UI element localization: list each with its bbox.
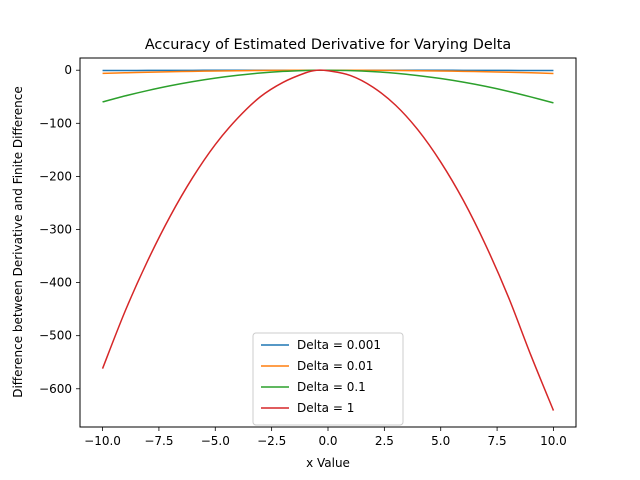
y-tick-label: −100 [39,116,72,130]
y-tick-label: −600 [39,382,72,396]
x-tick-label: 5.0 [431,434,450,448]
y-tick-label: −400 [39,276,72,290]
chart-title: Accuracy of Estimated Derivative for Var… [145,37,511,53]
x-tick-label: 7.5 [488,434,507,448]
y-tick-label: −200 [39,169,72,183]
x-axis-ticks: −10.0 −7.5 −5.0 −2.5 0.0 2.5 5.0 7.5 10.0 [84,427,567,448]
x-tick-label: −5.0 [201,434,230,448]
x-tick-label: 0.0 [318,434,337,448]
x-tick-label: −10.0 [84,434,121,448]
legend-label-2: Delta = 0.01 [297,359,373,373]
y-tick-label: 0 [64,63,72,77]
y-tick-label: −500 [39,329,72,343]
x-axis-label: x Value [306,456,350,470]
y-axis-label: Difference between Derivative and Finite… [11,86,25,398]
legend: Delta = 0.001 Delta = 0.01 Delta = 0.1 Delt… [252,332,404,426]
y-axis-ticks: 0 −100 −200 −300 −400 −500 −600 [39,63,80,396]
legend-label-3: Delta = 0.1 [297,380,366,394]
x-tick-label: 10.0 [540,434,567,448]
x-tick-label: −2.5 [257,434,286,448]
legend-label-4: Delta = 1 [297,401,354,415]
legend-box [252,332,404,426]
x-tick-label: −7.5 [144,434,173,448]
series-lines [101,69,555,411]
x-tick-label: 2.5 [375,434,394,448]
series-line-4 [101,69,555,411]
legend-label-1: Delta = 0.001 [297,338,381,352]
y-tick-label: −300 [39,222,72,236]
